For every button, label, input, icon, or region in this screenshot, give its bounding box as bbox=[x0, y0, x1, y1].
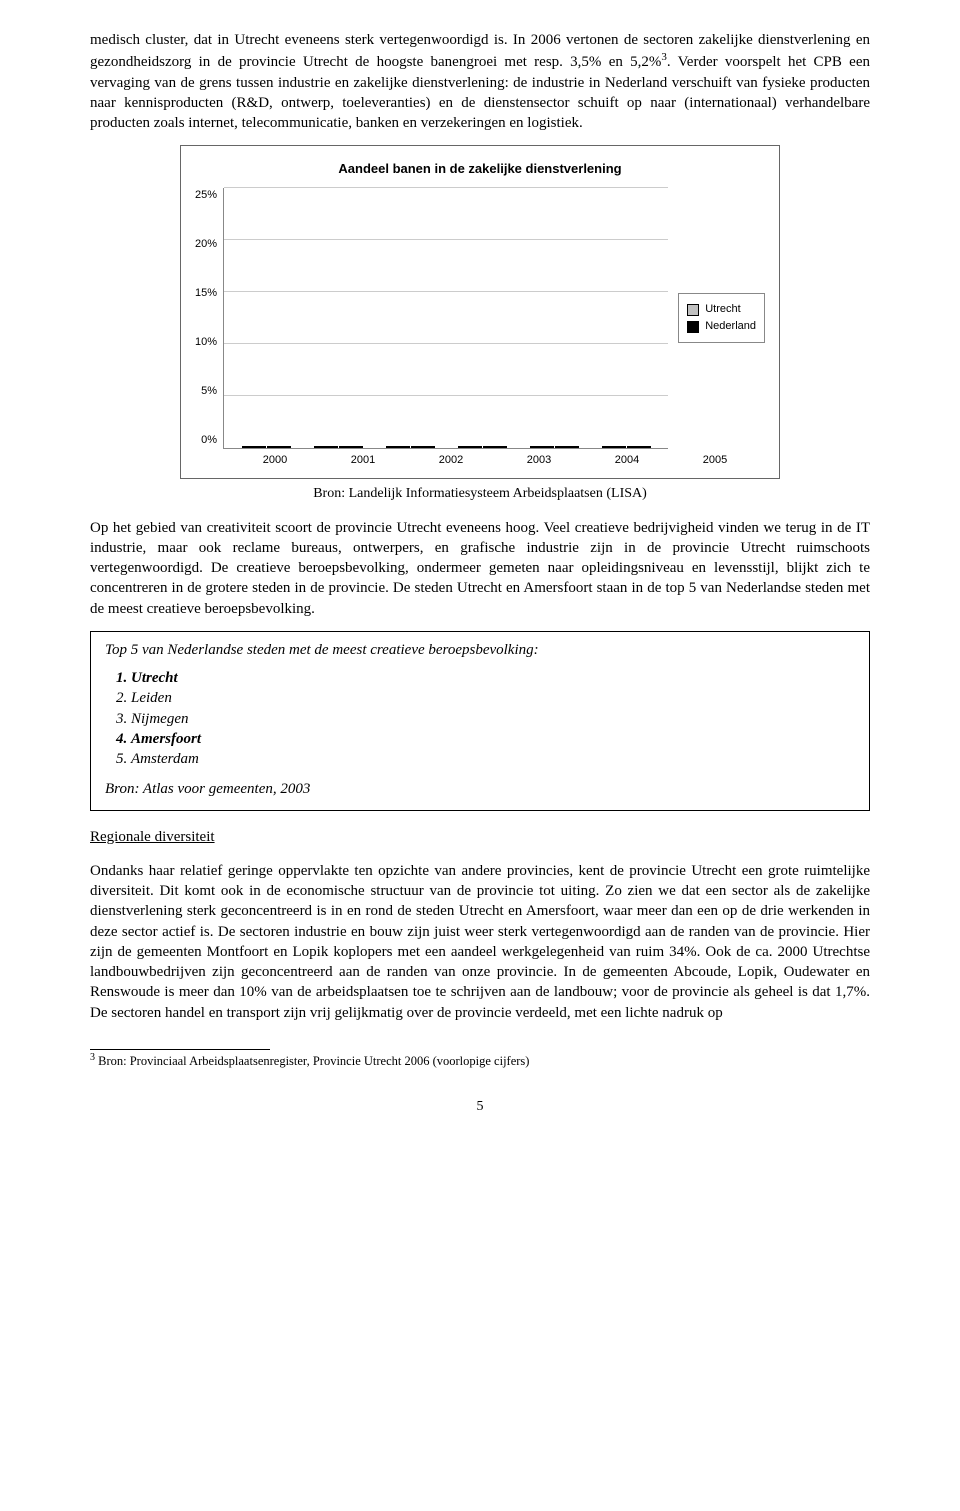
paragraph-regional: Ondanks haar relatief geringe oppervlakt… bbox=[90, 861, 870, 1023]
box-source: Bron: Atlas voor gemeenten, 2003 bbox=[105, 779, 855, 799]
bar-group bbox=[230, 446, 302, 448]
bar bbox=[386, 446, 410, 448]
footnote: 3 Bron: Provinciaal Arbeidsplaatsenregis… bbox=[90, 1052, 870, 1070]
box-title: Top 5 van Nederlandse steden met de mees… bbox=[105, 640, 855, 660]
x-axis-labels: 200020012002200320042005 bbox=[195, 449, 765, 468]
gridline bbox=[224, 187, 668, 188]
box-list: UtrechtLeidenNijmegenAmersfoortAmsterdam bbox=[105, 668, 855, 769]
paragraph-intro: medisch cluster, dat in Utrecht eveneens… bbox=[90, 30, 870, 133]
legend-swatch bbox=[687, 321, 699, 333]
y-tick-label: 15% bbox=[195, 286, 217, 301]
bar bbox=[314, 446, 338, 448]
y-tick-label: 0% bbox=[195, 433, 217, 448]
y-tick-label: 5% bbox=[195, 384, 217, 399]
plot-wrap: 25% 20% 15% 10% 5% 0% bbox=[195, 188, 668, 449]
bar bbox=[339, 446, 363, 448]
x-tick-label: 2005 bbox=[671, 453, 759, 468]
legend-row: Utrecht bbox=[687, 302, 756, 317]
bar bbox=[267, 446, 291, 448]
top5-box: Top 5 van Nederlandse steden met de mees… bbox=[90, 631, 870, 811]
gridline bbox=[224, 395, 668, 396]
gridline bbox=[224, 291, 668, 292]
bar bbox=[555, 446, 579, 448]
y-axis-labels: 25% 20% 15% 10% 5% 0% bbox=[195, 188, 223, 448]
x-tick-label: 2002 bbox=[407, 453, 495, 468]
chart-container: Aandeel banen in de zakelijke dienstverl… bbox=[180, 145, 780, 478]
plot-area bbox=[223, 188, 668, 449]
y-tick-label: 25% bbox=[195, 188, 217, 203]
x-tick-label: 2004 bbox=[583, 453, 671, 468]
x-tick-label: 2003 bbox=[495, 453, 583, 468]
footnote-text: Bron: Provinciaal Arbeidsplaatsenregiste… bbox=[95, 1054, 529, 1068]
legend-row: Nederland bbox=[687, 319, 756, 334]
chart-caption: Bron: Landelijk Informatiesysteem Arbeid… bbox=[90, 485, 870, 504]
gridline bbox=[224, 343, 668, 344]
list-item: Leiden bbox=[131, 688, 855, 708]
y-tick-label: 10% bbox=[195, 335, 217, 350]
gridline bbox=[224, 239, 668, 240]
bar bbox=[627, 446, 651, 448]
bar bbox=[411, 446, 435, 448]
footnote-separator bbox=[90, 1049, 270, 1050]
paragraph-creativity: Op het gebied van creativiteit scoort de… bbox=[90, 518, 870, 619]
list-item: Utrecht bbox=[131, 668, 855, 688]
bar-group bbox=[374, 446, 446, 448]
page-number: 5 bbox=[90, 1098, 870, 1117]
bar-group bbox=[518, 446, 590, 448]
legend-label: Utrecht bbox=[705, 302, 740, 317]
x-tick-label: 2000 bbox=[231, 453, 319, 468]
y-tick-label: 20% bbox=[195, 237, 217, 252]
list-item: Nijmegen bbox=[131, 709, 855, 729]
legend: Utrecht Nederland bbox=[678, 293, 765, 343]
bar bbox=[602, 446, 626, 448]
bars-row bbox=[224, 188, 668, 448]
list-item: Amersfoort bbox=[131, 729, 855, 749]
legend-swatch bbox=[687, 304, 699, 316]
bar bbox=[242, 446, 266, 448]
chart-area: 25% 20% 15% 10% 5% 0% Utrecht Nederland bbox=[195, 188, 765, 449]
bar bbox=[530, 446, 554, 448]
chart-title: Aandeel banen in de zakelijke dienstverl… bbox=[195, 160, 765, 178]
legend-label: Nederland bbox=[705, 319, 756, 334]
section-heading: Regionale diversiteit bbox=[90, 827, 870, 847]
bar-group bbox=[590, 446, 662, 448]
x-tick-label: 2001 bbox=[319, 453, 407, 468]
bar-group bbox=[446, 446, 518, 448]
bar bbox=[483, 446, 507, 448]
list-item: Amsterdam bbox=[131, 749, 855, 769]
bar-group bbox=[302, 446, 374, 448]
bar bbox=[458, 446, 482, 448]
